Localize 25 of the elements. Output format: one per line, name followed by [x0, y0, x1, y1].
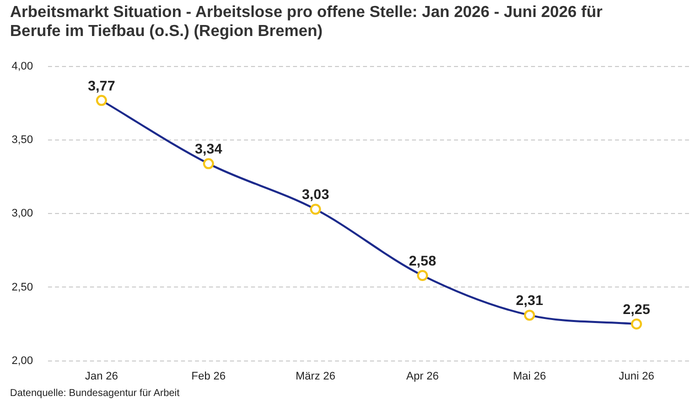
point — [310, 204, 321, 215]
point — [203, 158, 214, 170]
y-tick-label: 2,00 — [12, 354, 33, 367]
data-label: 2,58 — [408, 252, 436, 268]
point — [417, 270, 428, 281]
point — [524, 310, 535, 321]
y-tick-label: 2,50 — [12, 281, 33, 294]
x-tick-label: März 26 — [296, 370, 336, 382]
point — [96, 94, 107, 106]
text: Datenquelle: Bundesagentur für Arbeit — [10, 388, 180, 399]
chart-title: Arbeitsmarkt Situation - Arbeitslose pro offene Stelle: Jan 2026 - Juni 2026 für Berufe im Tiefbau (o.S.) (Region Bremen) — [10, 3, 604, 41]
y-tick-label: 3,00 — [12, 208, 33, 220]
point — [631, 318, 642, 330]
x-tick-label: Juni 26 — [618, 370, 654, 382]
data-label: 2,31 — [516, 292, 544, 308]
y-tick-label: 3,50 — [12, 134, 33, 146]
y-tick-label: 4,00 — [12, 60, 33, 73]
x-tick-label: Apr 26 — [406, 370, 439, 382]
x-tick-label: Mai 26 — [512, 370, 546, 382]
data-label: 3,03 — [302, 186, 330, 202]
x-tick-label: Jan 26 — [84, 370, 118, 382]
data-label: 3,77 — [88, 77, 116, 94]
data-label: 2,25 — [622, 300, 650, 317]
x-tick-label: Feb 26 — [191, 370, 226, 382]
data-label: 3,34 — [194, 140, 222, 157]
